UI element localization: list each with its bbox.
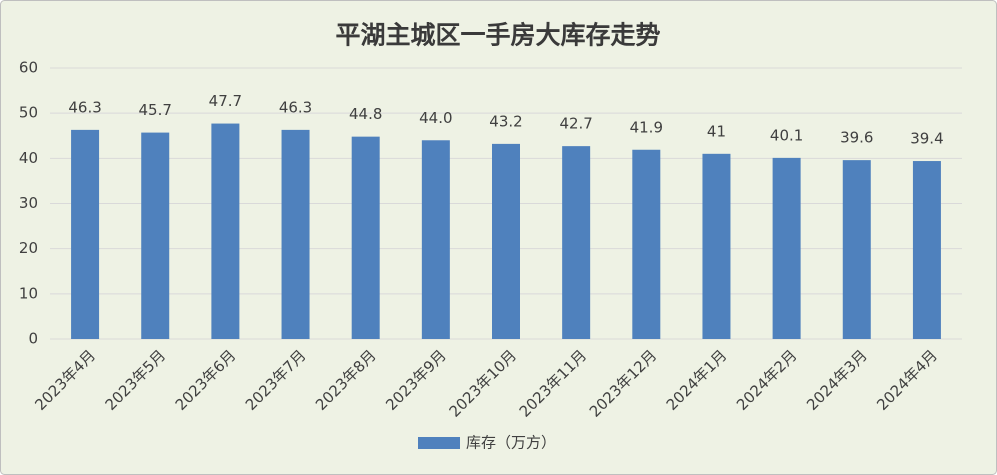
legend-label: 库存（万方） bbox=[466, 434, 556, 452]
bar bbox=[351, 136, 380, 339]
value-label: 39.6 bbox=[840, 129, 873, 147]
y-tick-label: 30 bbox=[19, 194, 38, 212]
bar bbox=[211, 123, 240, 340]
bar bbox=[632, 149, 661, 339]
value-label: 41.9 bbox=[630, 118, 663, 136]
value-label: 47.7 bbox=[209, 92, 242, 110]
value-label: 43.2 bbox=[489, 112, 522, 130]
value-label: 44.8 bbox=[349, 105, 382, 123]
value-label: 39.4 bbox=[910, 130, 943, 148]
bar bbox=[702, 153, 731, 339]
value-label: 45.7 bbox=[139, 101, 172, 119]
value-label: 46.3 bbox=[279, 98, 312, 116]
bar bbox=[281, 129, 310, 339]
y-tick-label: 50 bbox=[19, 104, 38, 122]
bar bbox=[71, 129, 100, 339]
value-label: 41 bbox=[707, 122, 726, 140]
value-label: 46.3 bbox=[68, 98, 101, 116]
y-tick-label: 20 bbox=[19, 239, 38, 257]
bar bbox=[772, 157, 801, 339]
bar bbox=[912, 161, 941, 339]
legend-swatch bbox=[418, 437, 460, 449]
y-tick-label: 60 bbox=[19, 59, 38, 77]
y-tick-label: 10 bbox=[19, 284, 38, 302]
bar bbox=[842, 160, 871, 339]
chart-title: 平湖主城区一手房大库存走势 bbox=[335, 21, 660, 50]
value-label: 42.7 bbox=[559, 115, 592, 133]
bar bbox=[421, 140, 450, 339]
bar bbox=[141, 132, 170, 339]
bar bbox=[562, 146, 591, 339]
y-tick-label: 0 bbox=[28, 330, 38, 348]
value-label: 40.1 bbox=[770, 126, 803, 144]
bar bbox=[492, 143, 520, 339]
value-label: 44.0 bbox=[419, 109, 452, 127]
y-tick-label: 40 bbox=[19, 149, 38, 167]
